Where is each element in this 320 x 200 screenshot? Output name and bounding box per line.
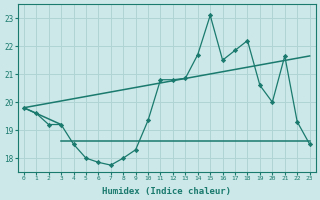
X-axis label: Humidex (Indice chaleur): Humidex (Indice chaleur) [102, 187, 231, 196]
